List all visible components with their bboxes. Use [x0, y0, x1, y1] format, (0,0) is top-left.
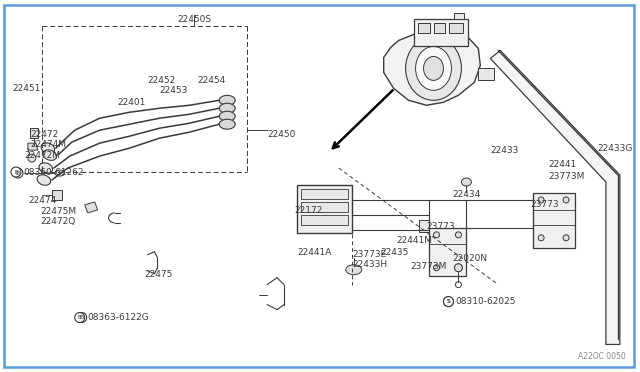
Circle shape — [456, 232, 461, 238]
Ellipse shape — [220, 95, 235, 105]
Text: 22474M: 22474M — [30, 140, 66, 149]
Polygon shape — [28, 143, 38, 150]
Polygon shape — [30, 128, 38, 138]
Ellipse shape — [220, 111, 235, 121]
Ellipse shape — [220, 119, 235, 129]
Text: 22472M: 22472M — [24, 151, 60, 160]
Circle shape — [563, 235, 569, 241]
Text: 22441: 22441 — [548, 160, 577, 169]
Ellipse shape — [37, 175, 51, 185]
Text: 22451: 22451 — [12, 84, 40, 93]
Circle shape — [444, 296, 453, 307]
Text: 23773M: 23773M — [411, 262, 447, 271]
Circle shape — [456, 282, 461, 288]
Bar — [454, 13, 465, 19]
Text: B: B — [79, 315, 84, 320]
Text: 22475: 22475 — [145, 270, 173, 279]
Circle shape — [75, 312, 84, 323]
Text: 22435: 22435 — [381, 248, 409, 257]
Polygon shape — [52, 190, 62, 200]
Text: 22441M: 22441M — [397, 236, 433, 245]
Ellipse shape — [424, 57, 444, 80]
Ellipse shape — [461, 178, 472, 186]
Bar — [297, 185, 352, 233]
Text: 22454: 22454 — [197, 76, 225, 86]
Text: S: S — [447, 299, 451, 304]
Bar — [429, 228, 467, 276]
Circle shape — [28, 154, 36, 162]
Bar — [301, 202, 348, 212]
Polygon shape — [383, 31, 481, 105]
Circle shape — [77, 312, 86, 323]
Text: B: B — [78, 315, 81, 320]
Text: A22OC 0050: A22OC 0050 — [578, 352, 626, 361]
Text: 22474: 22474 — [28, 196, 56, 205]
Text: 23773M: 23773M — [548, 172, 584, 181]
Text: 22434: 22434 — [452, 190, 481, 199]
Bar — [433, 23, 445, 32]
Text: 22401: 22401 — [118, 98, 146, 107]
Circle shape — [433, 265, 440, 271]
Ellipse shape — [41, 143, 54, 153]
Circle shape — [454, 264, 463, 272]
Circle shape — [444, 296, 453, 307]
Bar — [419, 220, 429, 232]
Circle shape — [433, 232, 440, 238]
Polygon shape — [490, 51, 620, 344]
Ellipse shape — [220, 103, 235, 113]
Bar — [449, 23, 463, 32]
Text: 22433H: 22433H — [353, 260, 388, 269]
Ellipse shape — [39, 163, 52, 173]
Text: 08363-6122G: 08363-6122G — [88, 313, 150, 322]
Text: 22453: 22453 — [159, 86, 188, 95]
Text: 08360-61262: 08360-61262 — [23, 167, 83, 177]
Bar — [417, 23, 429, 32]
Circle shape — [538, 197, 544, 203]
Circle shape — [563, 197, 569, 203]
Text: 23773E: 23773E — [353, 250, 387, 259]
Text: 22472Q: 22472Q — [40, 217, 75, 226]
Ellipse shape — [415, 46, 451, 90]
Bar — [301, 189, 348, 199]
Circle shape — [456, 265, 461, 271]
Text: B: B — [16, 170, 20, 176]
Circle shape — [11, 167, 21, 177]
Text: 08310-62025: 08310-62025 — [456, 297, 516, 306]
Text: 22452: 22452 — [147, 76, 176, 86]
Text: 22450S: 22450S — [177, 15, 211, 23]
Ellipse shape — [406, 36, 461, 100]
Text: 23773: 23773 — [530, 200, 559, 209]
Text: 22433: 22433 — [490, 146, 518, 155]
Text: S: S — [447, 299, 450, 304]
Text: B: B — [14, 170, 18, 174]
Text: 22172: 22172 — [294, 206, 323, 215]
Circle shape — [13, 168, 23, 178]
Text: 22450: 22450 — [267, 130, 296, 139]
Bar — [413, 19, 468, 46]
Text: 22472: 22472 — [30, 130, 58, 139]
Bar — [533, 193, 575, 248]
Text: 22441A: 22441A — [297, 248, 332, 257]
Bar — [478, 68, 494, 80]
Text: 22475M: 22475M — [40, 207, 76, 216]
Text: 23773: 23773 — [426, 222, 455, 231]
Ellipse shape — [55, 170, 65, 176]
Text: 22433G: 22433G — [597, 144, 632, 153]
Ellipse shape — [346, 265, 362, 275]
Ellipse shape — [43, 150, 56, 160]
Polygon shape — [84, 202, 98, 213]
Bar — [301, 215, 348, 225]
Circle shape — [538, 235, 544, 241]
Text: 22020N: 22020N — [452, 254, 488, 263]
